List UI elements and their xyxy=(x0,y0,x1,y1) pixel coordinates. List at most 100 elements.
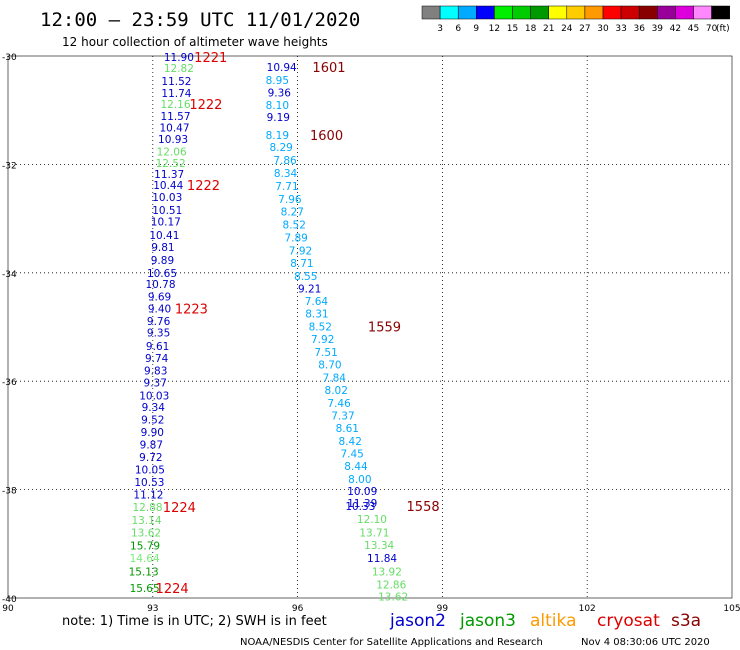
y-tick-label: -36 xyxy=(2,378,17,388)
data-point-label: 9.19 xyxy=(267,112,290,124)
satellite-legend: jason2 jason3 altika cryosat s3a xyxy=(389,611,701,631)
data-point-label: 7.96 xyxy=(278,194,302,206)
colorbar-swatch xyxy=(548,5,568,20)
footer-timestamp: Nov 4 08:30:06 UTC 2020 xyxy=(581,637,710,648)
data-point-label: 13.71 xyxy=(359,527,389,539)
colorbar-label: 9 xyxy=(473,24,479,34)
data-point-label: 8.71 xyxy=(290,258,313,270)
satellite-legend-cryosat: cryosat xyxy=(597,611,660,631)
colorbar-label: 24 xyxy=(561,24,573,34)
data-point-label: 11.52 xyxy=(161,76,191,88)
data-point-label: 15.65 xyxy=(130,583,160,595)
y-tick-label: -34 xyxy=(2,270,17,280)
colorbar: 3 6 9 12 15 18 21 24 27 30 33 36 39 42 45 70(ft) xyxy=(421,5,730,34)
colorbar-swatch xyxy=(620,5,640,20)
data-point-label: 8.19 xyxy=(266,130,289,142)
data-point-label: 7.86 xyxy=(273,155,297,167)
colorbar-swatch xyxy=(457,5,477,20)
chart-title: 12:00 — 23:59 UTC 11/01/2020 xyxy=(40,9,360,31)
data-point-label: 15.13 xyxy=(129,566,159,578)
footer-credit: NOAA/NESDIS Center for Satellite Applica… xyxy=(240,637,543,648)
data-point-label: 7.45 xyxy=(340,448,363,460)
x-axis-ticks: 90 93 96 99 102 105 xyxy=(2,604,740,614)
data-point-label: 10.17 xyxy=(151,216,181,228)
data-point-label: 10.09 xyxy=(347,486,377,498)
data-point-label: 7.64 xyxy=(305,296,329,308)
colorbar-label: 6 xyxy=(455,24,461,34)
colorbar-swatch xyxy=(638,5,658,20)
data-point-label: 12.06 xyxy=(157,146,187,158)
data-point-label: 11.84 xyxy=(367,553,397,565)
data-point-label: 9.61 xyxy=(146,341,169,353)
data-point-label: 8.52 xyxy=(309,321,332,333)
colorbar-label: 12 xyxy=(489,24,500,34)
colorbar-label: 33 xyxy=(615,24,626,34)
data-point-label: 7.37 xyxy=(331,410,354,422)
data-point-label: 9.81 xyxy=(151,242,174,254)
data-point-label: 9.87 xyxy=(140,440,163,452)
time-labels: 1221 1601 1222 1600 1222 1223 1559 1224 1558 1224 xyxy=(156,51,440,597)
x-tick-label: 93 xyxy=(147,604,158,614)
colorbar-swatch xyxy=(530,5,549,20)
colorbar-swatch xyxy=(476,5,495,20)
time-label: 1600 xyxy=(310,129,343,144)
y-tick-label: -38 xyxy=(2,487,17,497)
data-point-label: 9.76 xyxy=(147,316,171,328)
data-point-label: 10.05 xyxy=(135,465,165,477)
x-tick-label: 90 xyxy=(2,604,14,614)
data-point-label: 8.27 xyxy=(281,207,304,219)
data-point-label: 7.84 xyxy=(323,372,347,384)
y-tick-label: -40 xyxy=(2,595,17,605)
data-point-label: 10.53 xyxy=(134,477,164,489)
data-point-label: 9.37 xyxy=(144,377,167,389)
data-point-label: 10.78 xyxy=(145,279,175,291)
data-point-label: 11.57 xyxy=(160,111,190,123)
data-point-label: 12.86 xyxy=(376,579,406,591)
data-point-label: 8.95 xyxy=(266,75,289,87)
footer-note: note: 1) Time is in UTC; 2) SWH is in fe… xyxy=(62,614,327,629)
grid xyxy=(8,56,732,598)
x-tick-label: 105 xyxy=(723,604,740,614)
colorbar-label: 42 xyxy=(670,24,681,34)
colorbar-label: 36 xyxy=(633,24,645,34)
time-label: 1222 xyxy=(187,179,220,194)
x-tick-label: 96 xyxy=(292,604,304,614)
data-point-label: 8.52 xyxy=(283,220,306,232)
time-label: 1224 xyxy=(163,501,196,516)
data-point-label: 11.37 xyxy=(154,169,184,181)
data-point-label: 9.72 xyxy=(139,452,162,464)
data-point-label: 14.64 xyxy=(130,553,160,565)
colorbar-swatch xyxy=(711,5,730,20)
time-label: 1223 xyxy=(175,303,208,318)
data-point-label: 8.55 xyxy=(294,271,317,283)
plot-frame xyxy=(7,55,733,599)
data-point-label: 9.52 xyxy=(141,415,164,427)
data-point-label: 11.39 xyxy=(347,498,377,510)
colorbar-label: 45 xyxy=(688,24,699,34)
data-point-label: 10.47 xyxy=(159,123,189,135)
data-point-label: 8.29 xyxy=(269,142,292,154)
y-axis-ticks: -30 -32 -34 -36 -38 -40 xyxy=(2,53,17,605)
data-point-label: 10.03 xyxy=(152,192,182,204)
data-point-label: 11.12 xyxy=(133,489,163,501)
data-point-label: 13.34 xyxy=(364,540,394,552)
data-point-label: 9.34 xyxy=(142,402,166,414)
data-point-label: 7.51 xyxy=(314,347,337,359)
colorbar-label: 15 xyxy=(507,24,518,34)
data-point-label: 8.02 xyxy=(325,385,348,397)
data-point-label: 8.61 xyxy=(336,423,359,435)
colorbar-label: 18 xyxy=(525,24,537,34)
data-point-label: 12.10 xyxy=(357,514,387,526)
chart-subtitle: 12 hour collection of altimeter wave hei… xyxy=(62,35,328,49)
data-point-label: 12.16 xyxy=(160,99,190,111)
data-point-label: 15.79 xyxy=(130,540,160,552)
colorbar-swatch xyxy=(602,5,622,20)
data-point-label: 9.69 xyxy=(148,292,171,304)
colorbar-swatch xyxy=(494,5,513,20)
data-point-label: 12.52 xyxy=(156,158,186,170)
data-point-label: 9.74 xyxy=(145,353,169,365)
colorbar-swatch xyxy=(657,5,676,20)
data-point-label: 10.51 xyxy=(152,205,182,217)
satellite-legend-jason3: jason3 xyxy=(459,611,516,631)
data-point-label: 9.40 xyxy=(148,304,171,316)
